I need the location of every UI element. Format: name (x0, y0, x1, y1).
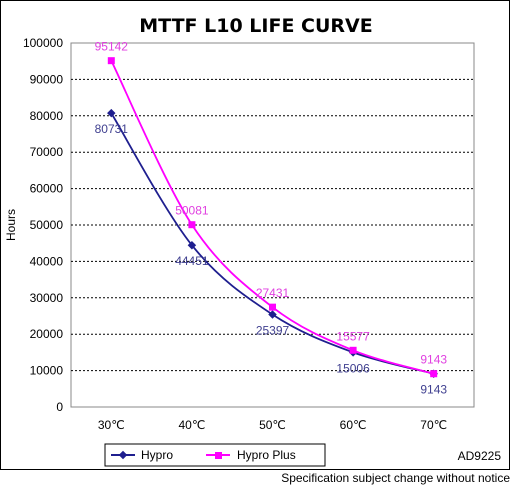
y-axis-label: Hours (4, 209, 18, 241)
data-label-hypro-plus: 9143 (420, 353, 447, 367)
data-point-hypro-plus (269, 303, 276, 311)
legend-label-hypro-plus: Hypro Plus (237, 448, 296, 462)
data-point-hypro-plus (107, 57, 115, 65)
data-label-hypro: 80731 (95, 122, 129, 136)
data-point-hypro-plus (349, 346, 357, 354)
y-tick-label: 60000 (30, 182, 64, 196)
y-tick-label: 50000 (30, 218, 64, 232)
line-chart: MTTF L10 LIFE CURVE 0 10000 20000 30000 4000… (4, 15, 502, 467)
data-point-hypro (107, 108, 116, 118)
y-tick-label: 70000 (30, 145, 64, 159)
x-axis-ticks: 30℃ 40℃ 50℃ 60℃ 70℃ (98, 418, 447, 432)
data-point-hypro-plus (430, 370, 438, 378)
y-tick-label: 10000 (30, 364, 64, 378)
data-label-hypro: 9143 (420, 383, 447, 397)
y-tick-label: 80000 (30, 109, 64, 123)
x-tick-label: 40℃ (178, 418, 205, 432)
x-tick-label: 70℃ (420, 418, 447, 432)
series-line-hypro (110, 112, 434, 375)
data-label-hypro: 15006 (336, 361, 370, 375)
data-label-hypro: 44451 (175, 254, 209, 268)
legend-marker-hypro-plus (215, 452, 222, 459)
x-tick-label: 50℃ (259, 418, 286, 432)
data-label-hypro-plus: 15577 (336, 329, 370, 343)
legend-marker-hypro (118, 450, 128, 460)
chart-title: MTTF L10 LIFE CURVE (139, 15, 372, 37)
data-label-hypro-plus: 95142 (95, 40, 129, 54)
data-point-hypro (268, 310, 277, 319)
data-point-hypro (187, 240, 197, 250)
y-axis-ticks: 0 10000 20000 30000 40000 50000 60000 70000 8000… (23, 36, 63, 414)
y-tick-label: 40000 (30, 254, 64, 268)
chart-frame: MTTF L10 LIFE CURVE 0 10000 20000 30000 4000… (0, 0, 510, 470)
data-label-hypro: 25397 (256, 324, 290, 338)
y-tick-label: 90000 (30, 72, 64, 86)
series-line-hypro-plus (110, 60, 434, 375)
y-tick-label: 100000 (23, 36, 63, 50)
disclaimer-text: Specification subject change without not… (281, 471, 510, 485)
legend-label-hypro: Hypro (141, 448, 173, 462)
document-code: AD9225 (458, 449, 502, 463)
y-tick-label: 20000 (30, 327, 64, 341)
x-tick-label: 60℃ (340, 418, 367, 432)
x-tick-label: 30℃ (98, 418, 125, 432)
legend: Hypro Hypro Plus (104, 443, 326, 467)
data-label-hypro-plus: 27431 (256, 286, 290, 300)
y-tick-label: 30000 (30, 291, 64, 305)
grid-lines (71, 78, 474, 372)
data-labels: 80731 44451 25397 15006 9143 95142 50081 27431 1… (95, 40, 448, 397)
data-point-hypro-plus (188, 221, 196, 229)
y-tick-label: 0 (56, 400, 63, 414)
series-layer (107, 57, 438, 378)
data-label-hypro-plus: 50081 (175, 204, 209, 218)
